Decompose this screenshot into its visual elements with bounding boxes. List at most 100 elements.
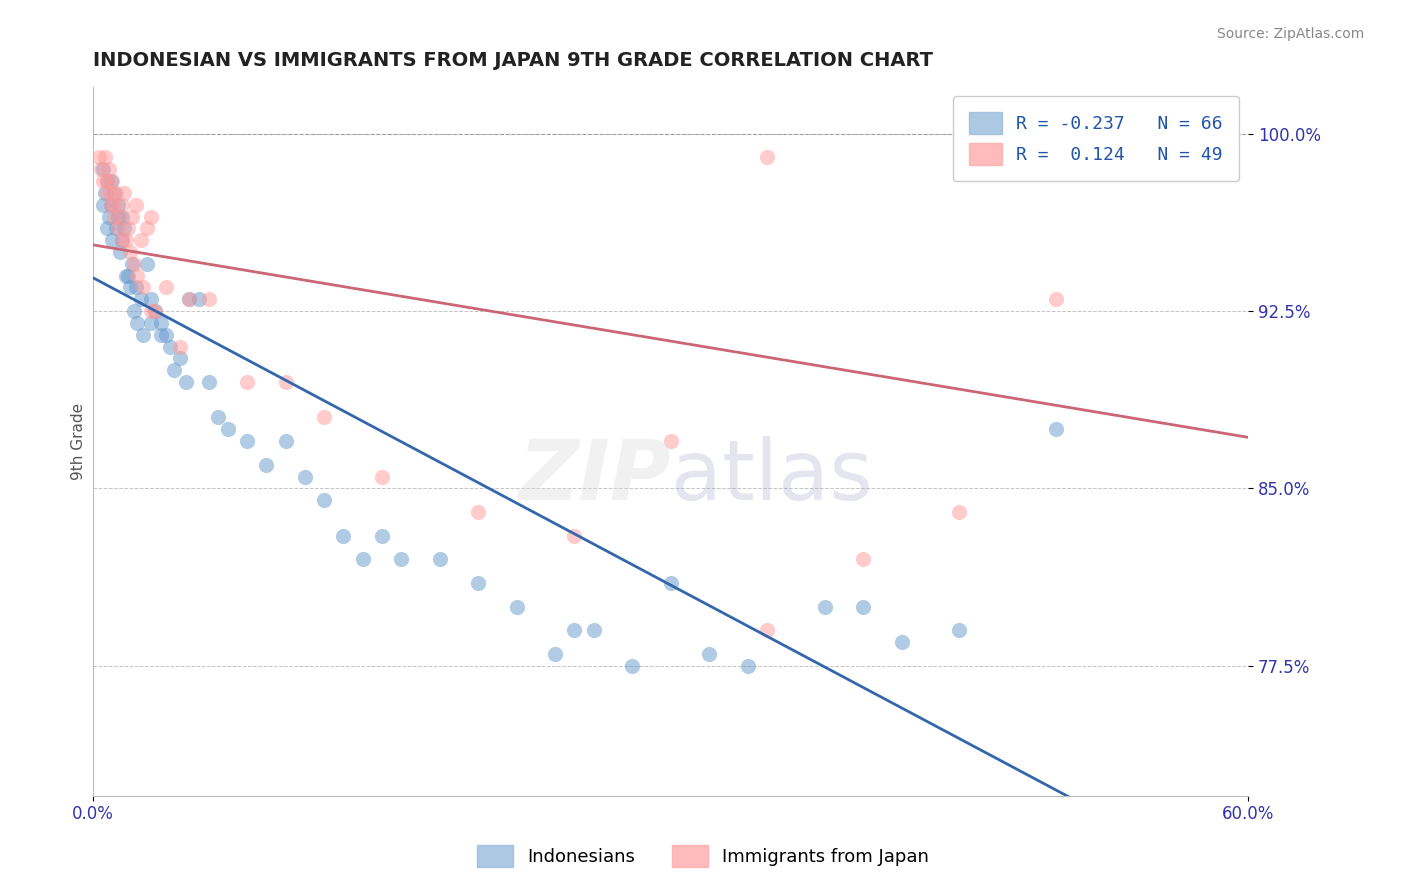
Point	[115, 233, 138, 247]
Point	[274, 434, 297, 449]
Point	[118, 280, 141, 294]
Point	[236, 434, 259, 449]
Point	[294, 469, 316, 483]
Point	[115, 268, 138, 283]
Point	[890, 635, 912, 649]
Point	[132, 280, 155, 294]
Point	[149, 327, 172, 342]
Point	[136, 257, 159, 271]
Point	[254, 458, 277, 472]
Point	[139, 316, 162, 330]
Point	[107, 210, 129, 224]
Point	[132, 327, 155, 342]
Point	[122, 257, 145, 271]
Point	[118, 245, 141, 260]
Point	[179, 293, 201, 307]
Point	[948, 505, 970, 519]
Text: ZIP: ZIP	[517, 436, 671, 517]
Point	[155, 327, 177, 342]
Point	[122, 304, 145, 318]
Point	[101, 174, 124, 188]
Point	[96, 174, 118, 188]
Point	[544, 647, 567, 661]
Point	[121, 210, 143, 224]
Point	[143, 304, 166, 318]
Point	[111, 233, 134, 247]
Point	[352, 552, 374, 566]
Point	[111, 233, 134, 247]
Point	[169, 351, 191, 366]
Point	[91, 198, 114, 212]
Point	[112, 221, 135, 235]
Point	[737, 658, 759, 673]
Point	[117, 268, 139, 283]
Point	[105, 186, 128, 200]
Point	[852, 599, 875, 614]
Point	[467, 505, 489, 519]
Point	[90, 162, 112, 177]
Legend: Indonesians, Immigrants from Japan: Indonesians, Immigrants from Japan	[470, 838, 936, 874]
Point	[103, 198, 125, 212]
Point	[97, 162, 120, 177]
Point	[139, 293, 162, 307]
Point	[197, 375, 219, 389]
Point	[755, 150, 778, 164]
Point	[163, 363, 186, 377]
Point	[1140, 150, 1163, 164]
Point	[659, 434, 682, 449]
Point	[429, 552, 451, 566]
Point	[124, 280, 146, 294]
Point	[582, 624, 605, 638]
Point	[562, 529, 585, 543]
Point	[1140, 150, 1163, 164]
Point	[100, 198, 122, 212]
Point	[96, 221, 118, 235]
Point	[100, 198, 122, 212]
Point	[105, 221, 128, 235]
Text: INDONESIAN VS IMMIGRANTS FROM JAPAN 9TH GRADE CORRELATION CHART: INDONESIAN VS IMMIGRANTS FROM JAPAN 9TH …	[93, 51, 934, 70]
Point	[111, 198, 134, 212]
Point	[174, 375, 197, 389]
Point	[136, 221, 159, 235]
Point	[149, 316, 172, 330]
Point	[139, 210, 162, 224]
Point	[108, 245, 131, 260]
Point	[755, 624, 778, 638]
Point	[103, 210, 125, 224]
Point	[197, 293, 219, 307]
Point	[107, 221, 129, 235]
Point	[274, 375, 297, 389]
Point	[93, 150, 115, 164]
Point	[91, 174, 114, 188]
Point	[91, 162, 114, 177]
Text: atlas: atlas	[671, 436, 872, 517]
Point	[621, 658, 644, 673]
Point	[217, 422, 239, 436]
Point	[96, 186, 118, 200]
Point	[1045, 293, 1067, 307]
Point	[93, 186, 115, 200]
Point	[467, 576, 489, 591]
Text: Source: ZipAtlas.com: Source: ZipAtlas.com	[1216, 27, 1364, 41]
Point	[207, 410, 229, 425]
Point	[389, 552, 412, 566]
Point	[127, 268, 149, 283]
Point	[236, 375, 259, 389]
Point	[100, 186, 122, 200]
Point	[314, 493, 336, 508]
Point	[87, 150, 110, 164]
Point	[371, 469, 394, 483]
Point	[562, 624, 585, 638]
Point	[96, 174, 118, 188]
Point	[169, 340, 191, 354]
Point	[188, 293, 211, 307]
Point	[112, 186, 135, 200]
Point	[314, 410, 336, 425]
Point	[108, 210, 131, 224]
Y-axis label: 9th Grade: 9th Grade	[72, 402, 86, 480]
Point	[127, 316, 149, 330]
Point	[111, 210, 134, 224]
Point	[697, 647, 720, 661]
Point	[100, 174, 122, 188]
Point	[124, 198, 146, 212]
